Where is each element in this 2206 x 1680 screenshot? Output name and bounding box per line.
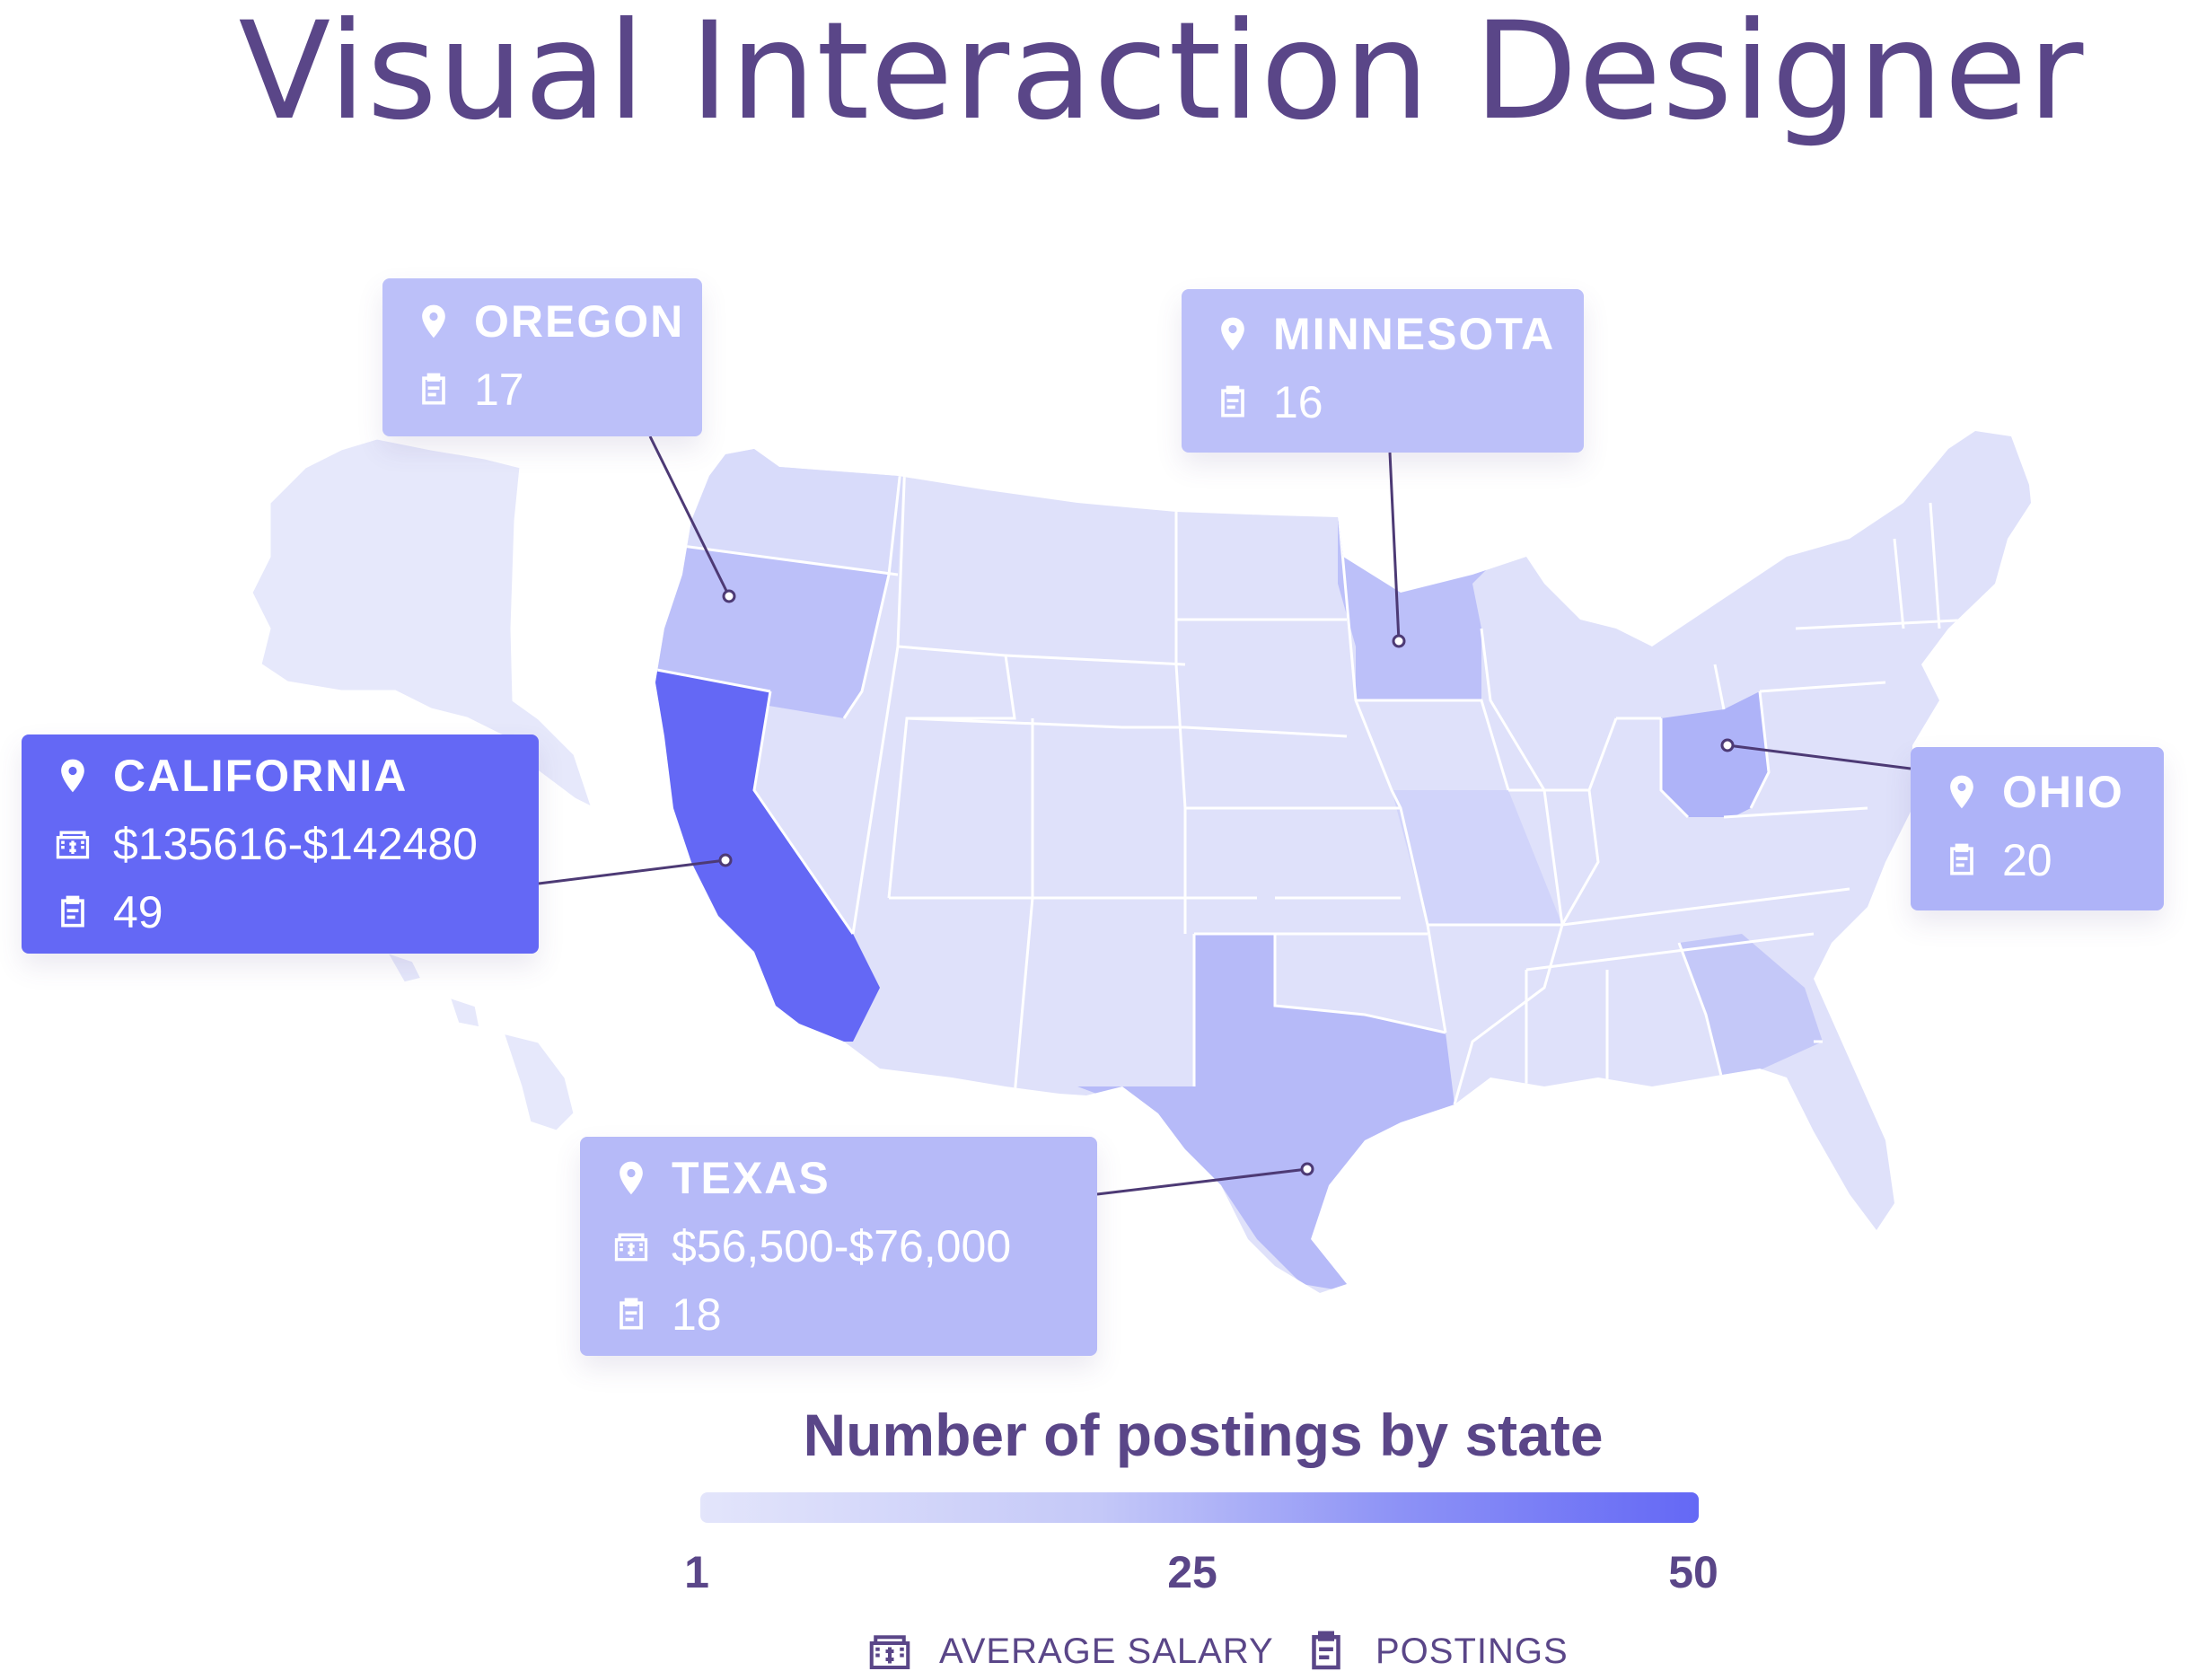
callout-california[interactable]: CALIFORNIA $135616-$142480 49 bbox=[22, 734, 539, 954]
legend-color-scale bbox=[700, 1492, 1699, 1523]
legend-key-postings: POSTINGS bbox=[1302, 1627, 1569, 1676]
cash-register-icon bbox=[869, 1635, 910, 1670]
leader-california bbox=[538, 858, 726, 885]
state-ohio bbox=[1661, 691, 1769, 817]
map-pin-icon bbox=[1208, 310, 1257, 358]
postings-count: 18 bbox=[672, 1289, 722, 1340]
postings-count: 17 bbox=[474, 365, 524, 415]
cash-register-icon bbox=[607, 1222, 655, 1271]
state-missouri bbox=[1392, 790, 1562, 925]
state-name: TEXAS bbox=[672, 1153, 831, 1203]
callout-texas[interactable]: TEXAS $56,500-$76,000 18 bbox=[580, 1137, 1097, 1356]
state-name: OHIO bbox=[2002, 767, 2124, 817]
state-name: CALIFORNIA bbox=[113, 751, 409, 801]
leader-texas bbox=[1096, 1167, 1308, 1196]
legend-key-salary: AVERAGE SALARY bbox=[866, 1627, 1274, 1676]
clipboard-icon bbox=[48, 888, 97, 937]
leader-minnesota bbox=[1388, 452, 1401, 642]
postings-count: 16 bbox=[1273, 377, 1323, 427]
page-title: Visual Interaction Designer bbox=[238, 0, 2085, 150]
callout-ohio[interactable]: OHIO 20 bbox=[1911, 747, 2164, 910]
map-pin-icon bbox=[48, 752, 97, 800]
clipboard-icon bbox=[1208, 378, 1257, 427]
legend-title: Number of postings by state bbox=[803, 1402, 1604, 1468]
salary-range: $56,500-$76,000 bbox=[672, 1221, 1012, 1271]
leader-oregon bbox=[648, 435, 731, 597]
clipboard-icon bbox=[1312, 1631, 1340, 1670]
state-washington bbox=[655, 431, 907, 575]
salary-range: $135616-$142480 bbox=[113, 819, 478, 869]
state-name: MINNESOTA bbox=[1273, 309, 1556, 359]
map-pin-icon bbox=[607, 1154, 655, 1202]
legend-max-label: 50 bbox=[1668, 1547, 1718, 1597]
map-pin-icon bbox=[409, 297, 458, 346]
state-hawaii bbox=[382, 949, 576, 1133]
legend-mid-label: 25 bbox=[1167, 1547, 1217, 1597]
cash-register-icon bbox=[48, 820, 97, 868]
callout-oregon[interactable]: OREGON 17 bbox=[382, 278, 702, 436]
postings-count: 20 bbox=[2002, 835, 2052, 885]
postings-key-label: POSTINGS bbox=[1375, 1631, 1569, 1671]
state-california bbox=[655, 664, 880, 1042]
clipboard-icon bbox=[1938, 836, 1986, 884]
clipboard-icon bbox=[409, 365, 458, 414]
map-pin-icon bbox=[1938, 768, 1986, 816]
callout-minnesota[interactable]: MINNESOTA 16 bbox=[1182, 289, 1584, 453]
state-oregon bbox=[655, 539, 889, 718]
legend-min-label: 1 bbox=[684, 1547, 709, 1597]
state-name: OREGON bbox=[474, 296, 685, 347]
clipboard-icon bbox=[607, 1290, 655, 1339]
leader-ohio bbox=[1727, 743, 1912, 770]
state-alaska bbox=[250, 436, 595, 811]
postings-count: 49 bbox=[113, 887, 163, 937]
salary-key-label: AVERAGE SALARY bbox=[939, 1631, 1274, 1671]
